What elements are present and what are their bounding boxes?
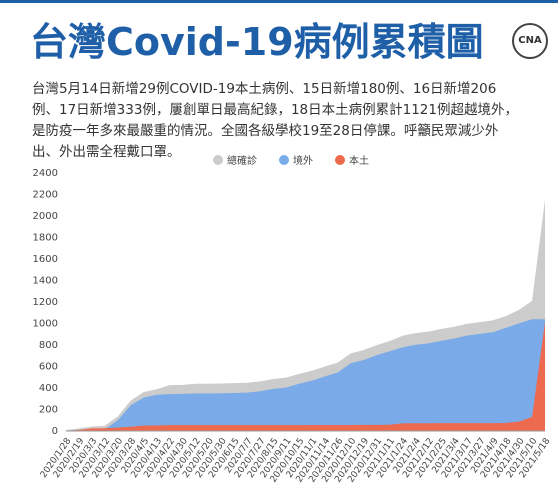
y-tick-label: 1800	[33, 233, 58, 244]
y-tick-label: 400	[39, 383, 58, 394]
y-tick-label: 2400	[33, 168, 58, 179]
chart-subtitle: 台灣5月14日新增29例COVID-19本土病例、15日新增180例、16日新增…	[32, 81, 518, 160]
legend-label: 境外	[293, 154, 313, 167]
area	[66, 319, 545, 431]
logo: CNA	[512, 23, 548, 59]
y-tick-label: 2200	[33, 190, 58, 201]
legend-label: 總確診	[227, 154, 257, 167]
y-tick-label: 1200	[33, 297, 58, 308]
legend-swatch	[279, 155, 289, 165]
y-tick-label: 1400	[33, 276, 58, 287]
y-tick-label: 600	[39, 362, 58, 373]
y-tick-label: 200	[39, 405, 58, 416]
y-tick-label: 1600	[33, 254, 58, 265]
y-tick-label: 0	[52, 426, 58, 437]
y-tick-label: 1000	[33, 319, 58, 330]
y-tick-label: 800	[39, 340, 58, 351]
y-tick-label: 2000	[33, 211, 58, 222]
chart: 總確診 境外 本土 0 200 400 600 800 1000 1200 1400 1600 1800…	[33, 154, 553, 485]
legend-label: 本土	[349, 154, 369, 167]
chart-title: 台灣Covid-19病例累積圖	[30, 20, 484, 64]
legend-swatch	[213, 155, 223, 165]
legend-swatch	[335, 155, 345, 165]
